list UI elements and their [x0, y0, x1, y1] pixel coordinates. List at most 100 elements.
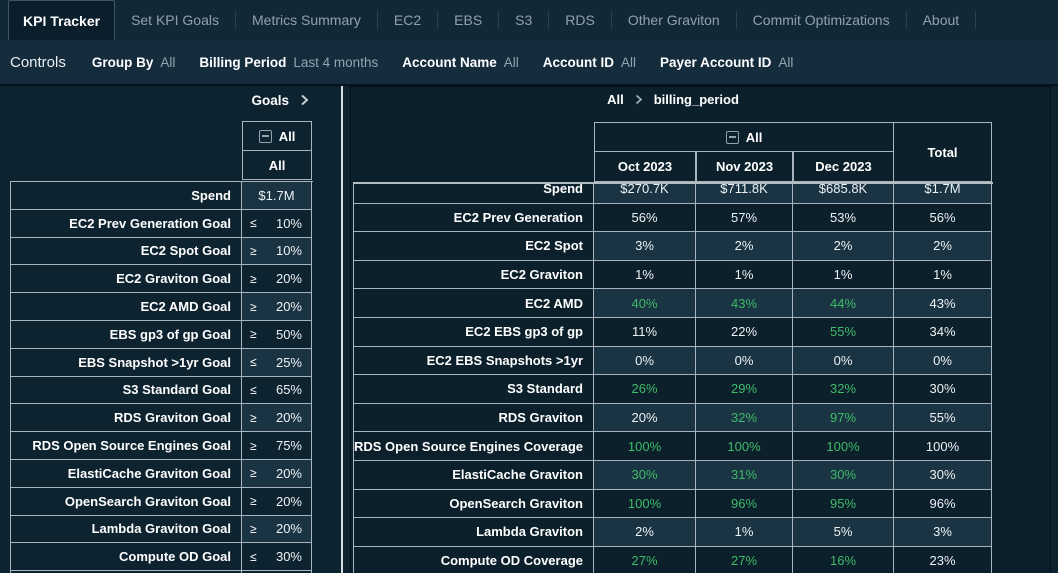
goal-row-ec2-prev-generation-goal: EC2 Prev Generation Goal ≤10%	[10, 209, 313, 238]
filter-value: All	[778, 54, 794, 70]
goal-row-rds-graviton-goal: RDS Graviton Goal ≥20%	[10, 404, 313, 433]
pivot-row-s3-standard: S3 Standard 26% 29% 32% 30%	[353, 375, 993, 404]
pivot-row-label: EC2 AMD	[353, 289, 594, 318]
pivot-value-cell: 5%	[793, 518, 894, 547]
pivot-row-ec2-amd: EC2 AMD 40% 43% 44% 43%	[353, 289, 993, 318]
goals-header-toggle[interactable]: Goals	[0, 90, 309, 110]
goal-row-opensearch-graviton-goal: OpenSearch Graviton Goal ≥20%	[10, 487, 313, 516]
pivot-month-header-oct-2023[interactable]: Oct 2023	[594, 151, 696, 182]
goal-value: 20%	[275, 465, 302, 481]
pivot-total-cell: 56%	[894, 203, 992, 233]
filter-value: All	[503, 54, 519, 70]
pivot-row-label: S3 Standard	[353, 375, 594, 404]
tab-metrics-summary[interactable]: Metrics Summary	[252, 12, 361, 28]
pivot-value-cell: 56%	[594, 203, 696, 233]
filter-account-id[interactable]: Account ID All	[543, 55, 636, 70]
pivot-value-cell: 0%	[594, 346, 696, 376]
pivot-pane: All billing_period All Oct 2023 Nov 2023 D…	[343, 86, 1058, 573]
goal-label: S3 Standard Goal	[10, 376, 242, 405]
goal-value: 20%	[275, 521, 302, 537]
pivot-total-cell: 100%	[894, 432, 992, 461]
pivot-value-cell: 20%	[594, 403, 696, 433]
goal-operator: ≥	[250, 327, 257, 342]
pivot-value-cell: 31%	[696, 460, 793, 490]
minus-square-icon[interactable]	[258, 129, 272, 143]
pivot-row-label: RDS Graviton	[353, 403, 594, 433]
goal-row-rds-open-source-engines-goal: RDS Open Source Engines Goal ≥75%	[10, 432, 313, 460]
pivot-value-cell: 32%	[793, 375, 894, 404]
filter-group-by[interactable]: Group By All	[92, 55, 176, 70]
tab-ec2[interactable]: EC2	[393, 12, 422, 28]
pivot-value-cell: 1%	[696, 260, 793, 290]
goal-row-elasticache-graviton-goal: ElastiCache Graviton Goal ≥20%	[10, 459, 313, 488]
goal-value-cell: ≤65%	[242, 376, 312, 405]
pane-resize-handle[interactable]	[341, 86, 343, 573]
pivot-value-cell: 53%	[793, 203, 894, 233]
goal-value: 10%	[275, 215, 302, 231]
goal-value-cell: ≥20%	[242, 265, 312, 294]
filter-label: Billing Period	[199, 54, 287, 70]
goal-value: 65%	[275, 382, 302, 398]
tab-rds[interactable]: RDS	[565, 12, 595, 28]
pivot-value-cell: 32%	[696, 403, 793, 433]
pivot-row-label: Spend	[353, 184, 594, 204]
goal-value-cell: ≥20%	[242, 293, 312, 321]
pivot-month-header-dec-2023[interactable]: Dec 2023	[793, 151, 894, 182]
goals-table-body: Spend $1.7M EC2 Prev Generation Goal ≤10% EC…	[10, 181, 313, 573]
breadcrumb-current[interactable]: billing_period	[653, 92, 739, 107]
pivot-total-cell: $1.7M	[894, 184, 992, 204]
filter-value: All	[621, 54, 637, 70]
filter-account-name[interactable]: Account Name All	[402, 55, 519, 70]
pivot-value-cell: 1%	[594, 260, 696, 290]
minus-square-icon[interactable]	[725, 130, 739, 144]
breadcrumb: All billing_period	[351, 92, 995, 107]
goal-operator: ≥	[250, 438, 257, 453]
pivot-row-label: Compute OD Coverage	[353, 546, 594, 573]
pivot-value-cell: 29%	[696, 375, 793, 404]
tab-ebs[interactable]: EBS	[454, 12, 483, 28]
filter-payer-account-id[interactable]: Payer Account ID All	[660, 55, 793, 70]
pivot-row-compute-od-coverage: Compute OD Coverage 27% 27% 16% 23%	[353, 546, 993, 573]
tab-about[interactable]: About	[922, 12, 960, 28]
pivot-value-cell: 0%	[793, 346, 894, 376]
goal-value: 10%	[275, 243, 302, 259]
goal-label: OpenSearch Graviton Goal	[10, 487, 242, 516]
tab-other-graviton[interactable]: Other Graviton	[627, 12, 720, 28]
pivot-value-cell: 100%	[594, 489, 696, 519]
nav-separator	[975, 11, 977, 29]
tab-commit-optimizations[interactable]: Commit Optimizations	[752, 12, 890, 28]
pivot-value-cell: 27%	[696, 546, 793, 573]
pivot-total-label: Total	[927, 144, 958, 160]
tab-kpi-tracker[interactable]: KPI Tracker	[8, 0, 116, 40]
goal-value-cell: ≥20%	[242, 404, 312, 433]
goal-value: $1.7M	[258, 187, 295, 203]
tab-s3[interactable]: S3	[515, 12, 533, 28]
pivot-value-cell: $711.8K	[696, 184, 793, 204]
pivot-row-elasticache-graviton: ElastiCache Graviton 30% 31% 30% 30%	[353, 460, 993, 490]
filter-label: Group By	[91, 54, 154, 70]
pivot-total-cell: 30%	[894, 460, 992, 490]
pivot-total-cell: 2%	[894, 232, 992, 261]
pivot-row-label: ElastiCache Graviton	[353, 460, 594, 490]
pivot-month-header-nov-2023[interactable]: Nov 2023	[696, 151, 793, 182]
pivot-value-cell: 1%	[696, 518, 793, 547]
goal-label: EC2 AMD Goal	[10, 293, 242, 321]
filter-billing-period[interactable]: Billing Period Last 4 months	[199, 55, 378, 70]
pivot-total-cell: 3%	[894, 518, 992, 547]
tab-set-kpi-goals[interactable]: Set KPI Goals	[131, 12, 219, 28]
pivot-total-cell: 23%	[894, 546, 992, 573]
breadcrumb-root[interactable]: All	[607, 92, 624, 107]
pivot-value-cell: 27%	[594, 546, 696, 573]
goal-row-ebs-gp3-of-gp-goal: EBS gp3 of gp Goal ≥50%	[10, 320, 313, 349]
pivot-row-label: EC2 Graviton	[353, 260, 594, 290]
filter-value: All	[160, 54, 176, 70]
goal-operator: ≥	[250, 271, 257, 286]
controls-bar: Controls Group By All Billing Period Last 4…	[0, 40, 1058, 86]
pivot-value-cell: 22%	[696, 317, 793, 347]
goal-row-s3-standard-goal: S3 Standard Goal ≤65%	[10, 376, 313, 405]
pivot-value-cell: 100%	[793, 432, 894, 461]
nav-separator	[498, 11, 500, 29]
goals-column-group-cell: All	[242, 121, 312, 151]
pivot-row-ec2-ebs-snapshots-1yr: EC2 EBS Snapshots >1yr 0% 0% 0% 0%	[353, 346, 993, 376]
pivot-value-cell: 16%	[793, 546, 894, 573]
